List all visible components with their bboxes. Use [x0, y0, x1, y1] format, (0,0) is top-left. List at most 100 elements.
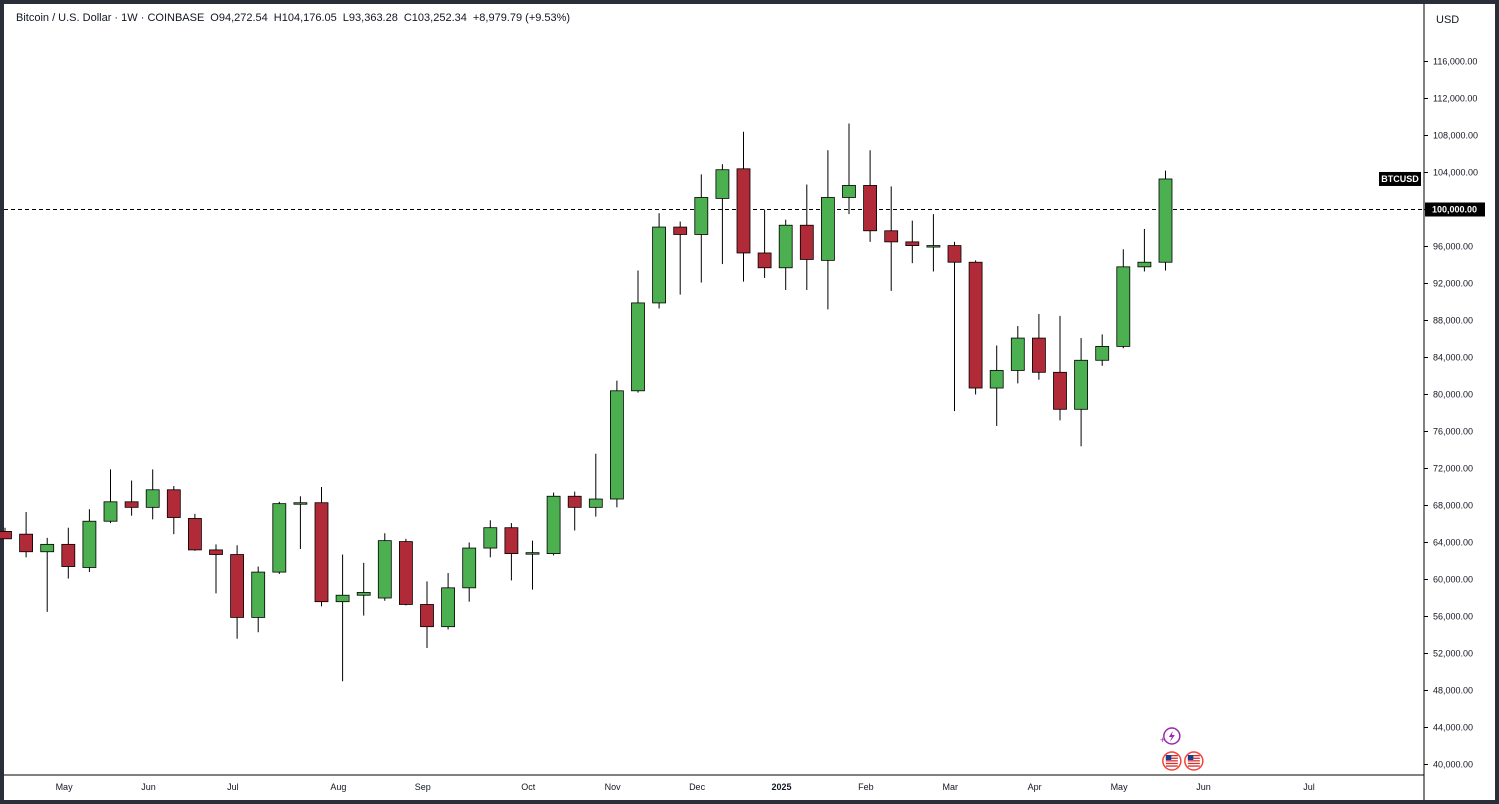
candle[interactable] — [567, 491, 582, 531]
ohlc-open: O94,272.54 — [210, 12, 268, 24]
flag-stripe — [1187, 760, 1200, 762]
price-line-100000[interactable]: 100,000.00 — [4, 202, 1485, 217]
candle[interactable] — [673, 221, 688, 295]
x-tick-label: Jun — [141, 782, 156, 792]
candle[interactable] — [715, 164, 730, 265]
candle[interactable] — [778, 219, 793, 290]
candle[interactable] — [61, 527, 76, 579]
y-tick-label: 92,000.00 — [1433, 279, 1473, 289]
candle[interactable] — [588, 453, 603, 517]
candle[interactable] — [757, 209, 772, 278]
candle[interactable] — [821, 150, 835, 310]
candle[interactable] — [483, 520, 498, 558]
candle-body — [525, 552, 540, 555]
candle[interactable] — [926, 214, 941, 272]
candle[interactable] — [187, 513, 202, 551]
x-tick-label: Mar — [943, 782, 959, 792]
candle[interactable] — [504, 523, 519, 581]
candle-body — [187, 518, 202, 551]
candle[interactable] — [525, 540, 540, 590]
candle[interactable] — [799, 184, 814, 290]
candle-body — [736, 168, 751, 254]
candle[interactable] — [398, 538, 413, 606]
symbol-tag: BTCUSD — [1381, 174, 1419, 184]
candle[interactable] — [230, 545, 245, 639]
candle[interactable] — [441, 573, 456, 630]
candle[interactable] — [989, 345, 1004, 426]
y-tick-label: 76,000.00 — [1433, 427, 1473, 437]
symbol-name: Bitcoin / U.S. Dollar — [16, 12, 112, 24]
us-economic-event-icon[interactable] — [1184, 751, 1204, 771]
candle[interactable] — [1074, 338, 1088, 447]
y-tick-label: 44,000.00 — [1433, 723, 1473, 733]
us-economic-event-icon[interactable] — [1162, 751, 1182, 771]
candle[interactable] — [1116, 249, 1131, 349]
currency-selector[interactable]: USD — [1436, 14, 1460, 26]
candle-body — [0, 531, 12, 540]
candle-body — [567, 495, 582, 508]
flag-stripe — [1165, 755, 1178, 757]
candle[interactable] — [546, 492, 561, 556]
time-axis[interactable]: May Jun Jul Aug Sep Oct Nov Dec 2025 Feb Mar Apr May… — [56, 782, 1315, 792]
candle[interactable] — [968, 260, 983, 395]
candle-body — [588, 498, 603, 508]
candle[interactable] — [1158, 170, 1173, 271]
candle[interactable] — [82, 509, 97, 573]
candle[interactable] — [1095, 334, 1110, 366]
candle[interactable] — [166, 486, 181, 535]
lightning-event-icon[interactable]: + — [1160, 727, 1181, 745]
candle[interactable] — [0, 527, 12, 540]
candle[interactable] — [272, 501, 287, 574]
candle-body — [504, 527, 519, 555]
candle[interactable] — [103, 469, 118, 524]
candle[interactable] — [863, 150, 877, 242]
candle[interactable] — [335, 554, 350, 682]
flag-stripe — [1187, 765, 1200, 767]
candle[interactable] — [1010, 326, 1025, 384]
candle-body — [462, 547, 477, 589]
candle[interactable] — [610, 380, 624, 508]
candle[interactable] — [905, 220, 920, 264]
x-tick-label: Sep — [415, 782, 431, 792]
candle-body — [652, 226, 666, 304]
candle[interactable] — [420, 581, 434, 648]
y-tick-label: 112,000.00 — [1433, 94, 1477, 104]
candle[interactable] — [251, 566, 266, 633]
candle[interactable] — [209, 544, 223, 594]
candle[interactable] — [1053, 315, 1067, 421]
candle[interactable] — [462, 542, 477, 602]
candle[interactable] — [19, 511, 34, 558]
candle-body — [209, 549, 223, 555]
candle[interactable] — [40, 537, 55, 612]
candle-body — [103, 501, 118, 522]
candle[interactable] — [293, 496, 308, 549]
candle[interactable] — [736, 131, 751, 282]
candle[interactable] — [694, 174, 709, 283]
flag-stripe — [1165, 762, 1178, 765]
flag-stripe — [1165, 765, 1178, 767]
candle[interactable] — [947, 241, 962, 412]
candle[interactable] — [124, 480, 139, 516]
candle[interactable] — [377, 533, 392, 601]
candle-body — [356, 592, 371, 596]
candle-body — [40, 543, 55, 553]
candle[interactable] — [652, 213, 666, 309]
price-axis[interactable]: 116,000.00 112,000.00 108,000.00 104,000.00… — [1424, 57, 1478, 770]
candle-body — [230, 554, 245, 618]
candle[interactable] — [631, 270, 645, 393]
candle[interactable] — [884, 186, 899, 291]
candle[interactable] — [1032, 314, 1046, 380]
candle[interactable] — [145, 469, 160, 520]
candle-body — [272, 503, 287, 573]
y-tick-label: 68,000.00 — [1433, 501, 1473, 511]
candle-body — [821, 197, 835, 261]
candle-body — [145, 489, 160, 508]
candle[interactable] — [842, 123, 856, 215]
y-tick-label: 72,000.00 — [1433, 464, 1473, 474]
candle-body — [483, 527, 498, 549]
candle[interactable] — [1137, 228, 1152, 272]
candle[interactable] — [314, 487, 329, 607]
candle[interactable] — [356, 562, 371, 616]
candle-body — [251, 571, 266, 618]
